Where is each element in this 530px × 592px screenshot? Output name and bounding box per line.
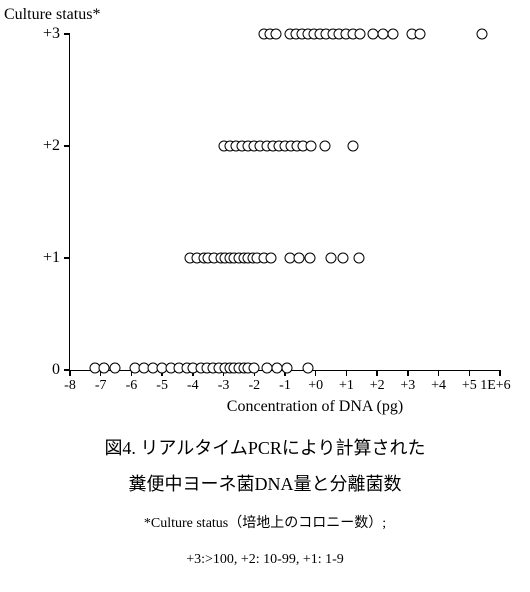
footnote-line1: *Culture status（培地上のコロニー数）; [0, 512, 530, 532]
x-tick-label: -3 [218, 370, 230, 394]
y-axis-title: Culture status* [4, 6, 100, 24]
footnote-line2: +3:>100, +2: 10-99, +1: 1-9 [0, 552, 530, 568]
data-point [319, 141, 330, 152]
data-point [303, 362, 314, 373]
x-tick-label: +5 [462, 370, 477, 394]
figure-caption-line1: 図4. リアルタイムPCRにより計算された [0, 434, 530, 460]
data-point [387, 29, 398, 40]
x-tick-label: -7 [95, 370, 107, 394]
figure-caption-line2: 糞便中ヨーネ菌DNA量と分離菌数 [0, 470, 530, 496]
x-tick-label: -2 [248, 370, 260, 394]
y-tick-label: +3 [43, 25, 70, 43]
x-tick-label: +3 [400, 370, 415, 394]
x-tick-label: -1 [279, 370, 291, 394]
y-tick-label: +1 [43, 249, 70, 267]
data-point [306, 141, 317, 152]
x-tick-label: -4 [187, 370, 199, 394]
x-tick-label: -6 [126, 370, 138, 394]
data-point [98, 362, 109, 373]
data-point [249, 362, 260, 373]
x-tick-label: -8 [64, 370, 76, 394]
x-tick-label: +2 [370, 370, 385, 394]
data-point [353, 253, 364, 264]
data-point [304, 253, 315, 264]
y-tick-label: +2 [43, 137, 70, 155]
data-point [266, 253, 277, 264]
data-point [293, 253, 304, 264]
data-point [355, 29, 366, 40]
data-point [347, 141, 358, 152]
scatter-chart: 0+1+2+3-8-7-6-5-4-3-2-1+0+1+2+3+4+51E+6 [69, 34, 500, 371]
data-point [367, 29, 378, 40]
x-tick-label: +0 [308, 370, 323, 394]
data-point [261, 362, 272, 373]
x-tick-label: +1 [339, 370, 354, 394]
data-point [109, 362, 120, 373]
data-point [281, 362, 292, 373]
x-tick-label: 1E+6 [480, 370, 510, 394]
data-point [326, 253, 337, 264]
x-axis-title: Concentration of DNA (pg) [0, 398, 530, 416]
data-point [476, 29, 487, 40]
x-tick-label: -5 [156, 370, 168, 394]
x-tick-label: +4 [431, 370, 446, 394]
data-point [338, 253, 349, 264]
data-point [270, 29, 281, 40]
data-point [415, 29, 426, 40]
